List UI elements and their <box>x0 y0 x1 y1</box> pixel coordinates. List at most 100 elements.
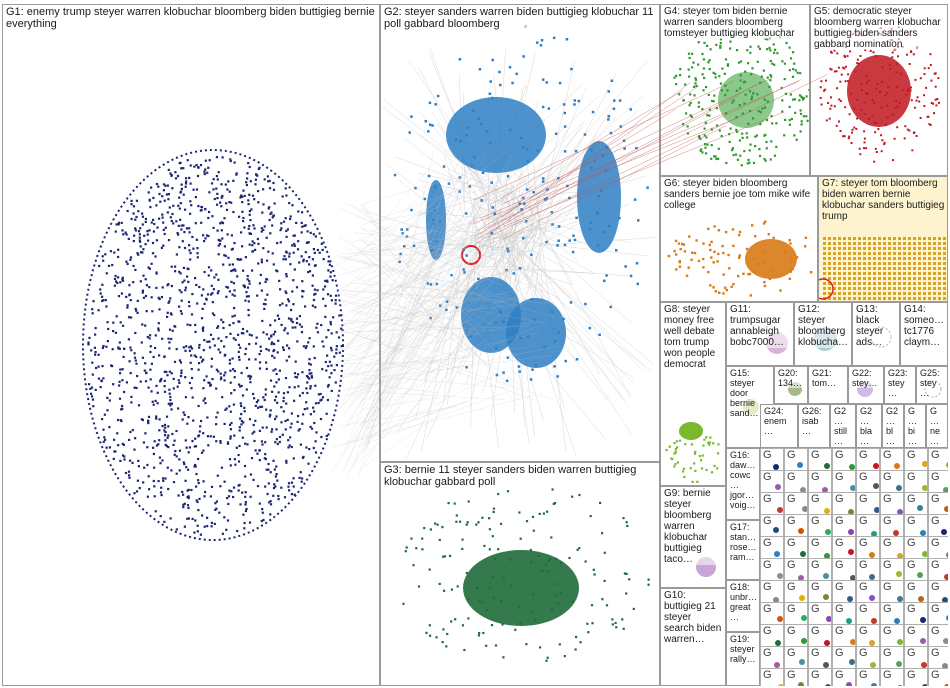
vertex <box>247 199 250 202</box>
vertex <box>572 234 575 237</box>
vertex <box>201 327 204 330</box>
vertex <box>712 261 715 264</box>
vertex <box>188 249 191 252</box>
vertex <box>251 432 254 435</box>
vertex <box>750 73 753 76</box>
vertex <box>301 422 304 425</box>
vertex <box>193 465 196 468</box>
vertex <box>196 247 199 250</box>
vertex <box>682 123 685 126</box>
vertex <box>200 221 203 224</box>
vertex <box>873 257 876 260</box>
vertex <box>488 586 491 590</box>
vertex <box>790 117 793 121</box>
vertex <box>232 495 235 499</box>
vertex <box>543 198 547 201</box>
vertex <box>868 262 871 265</box>
vertex <box>166 466 169 469</box>
vertex <box>478 599 481 602</box>
vertex <box>248 224 251 228</box>
vertex <box>928 297 931 300</box>
vertex <box>182 493 185 496</box>
small-group-cell: G <box>880 646 904 669</box>
vertex <box>837 66 840 69</box>
vertex <box>177 224 180 227</box>
vertex <box>874 131 877 134</box>
vertex <box>766 48 769 51</box>
small-group-node <box>918 596 924 602</box>
vertex <box>706 143 709 146</box>
vertex <box>709 436 712 439</box>
vertex <box>248 358 251 361</box>
small-group-cell: G <box>808 536 832 559</box>
vertex <box>203 270 206 274</box>
vertex <box>202 288 205 291</box>
small-group-label: G <box>787 537 796 549</box>
vertex <box>146 233 149 236</box>
vertex <box>118 397 122 400</box>
vertex <box>539 646 542 649</box>
vertex <box>500 311 503 314</box>
vertex <box>836 52 839 55</box>
g9-cluster <box>696 557 716 577</box>
vertex <box>724 58 728 61</box>
vertex <box>557 331 560 334</box>
small-group-node <box>922 485 927 491</box>
vertex <box>99 292 102 295</box>
vertex <box>165 415 169 418</box>
vertex <box>789 93 792 96</box>
vertex <box>534 364 537 367</box>
vertex <box>838 297 841 300</box>
vertex <box>833 292 836 295</box>
vertex <box>101 346 104 349</box>
vertex <box>873 101 876 104</box>
vertex <box>274 475 277 478</box>
vertex <box>681 242 684 246</box>
vertex <box>112 321 115 324</box>
vertex <box>169 399 172 402</box>
vertex <box>280 222 283 225</box>
vertex <box>207 234 210 238</box>
vertex <box>215 175 218 178</box>
vertex <box>312 345 315 348</box>
vertex <box>230 422 233 425</box>
vertex <box>943 242 946 245</box>
vertex <box>751 67 754 70</box>
small-group-label: G <box>883 515 892 527</box>
vertex <box>298 428 301 431</box>
vertex <box>280 486 283 489</box>
vertex <box>129 372 132 375</box>
vertex <box>896 46 899 49</box>
vertex <box>805 95 808 98</box>
vertex <box>458 176 462 179</box>
vertex <box>221 195 224 198</box>
vertex <box>890 30 893 32</box>
vertex <box>525 520 529 523</box>
vertex <box>883 143 886 146</box>
vertex <box>141 289 144 292</box>
vertex <box>893 48 896 51</box>
vertex <box>167 193 170 196</box>
vertex <box>228 458 232 461</box>
vertex <box>805 115 808 118</box>
vertex <box>525 188 529 191</box>
vertex <box>300 255 303 258</box>
vertex <box>765 140 768 144</box>
vertex <box>852 32 855 35</box>
vertex <box>168 388 171 391</box>
vertex <box>858 292 861 295</box>
vertex <box>325 369 328 372</box>
vertex <box>412 244 416 248</box>
vertex <box>126 306 129 309</box>
group-label-g27: G2… still… <box>834 406 853 446</box>
vertex <box>264 298 267 301</box>
vertex <box>198 497 201 500</box>
vertex <box>118 384 121 387</box>
vertex <box>150 296 153 299</box>
vertex <box>410 115 413 118</box>
vertex <box>172 377 175 380</box>
vertex <box>304 305 307 308</box>
vertex <box>166 311 169 314</box>
vertex <box>147 239 150 242</box>
vertex <box>773 51 776 54</box>
